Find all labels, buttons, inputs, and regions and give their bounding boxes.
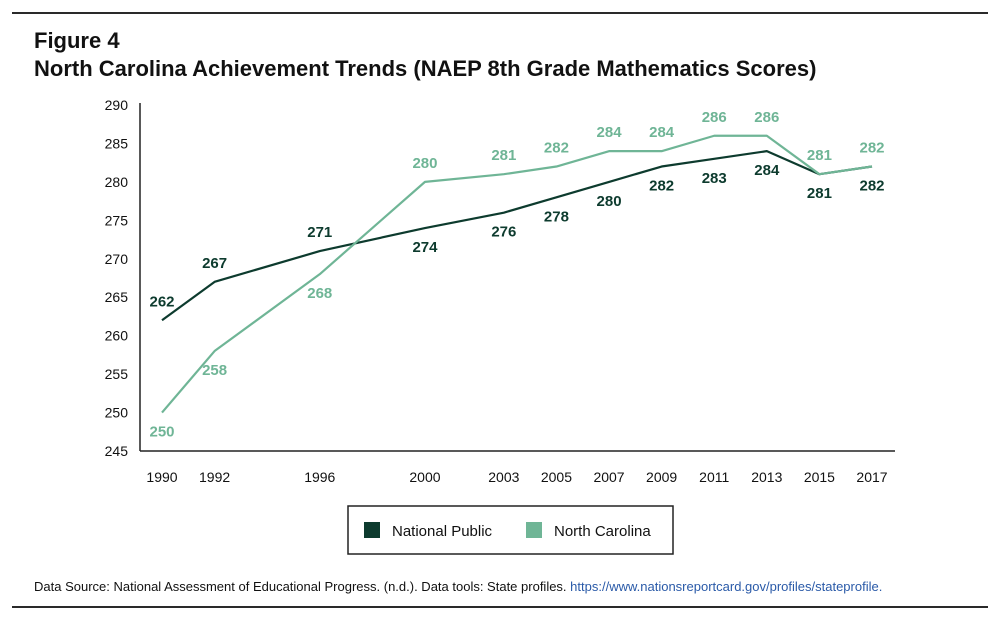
legend-box xyxy=(347,505,674,555)
data-label: 284 xyxy=(649,124,675,141)
legend-swatch xyxy=(364,522,380,538)
y-axis: 245 250 255 260 265 270 275 280 285 290 xyxy=(105,97,141,459)
data-label: 284 xyxy=(597,124,623,141)
data-label: 278 xyxy=(544,208,569,225)
x-tick-label: 1996 xyxy=(304,469,335,485)
data-label: 281 xyxy=(807,185,832,202)
x-tick-label: 2000 xyxy=(409,469,440,485)
x-tick-label: 2015 xyxy=(804,469,835,485)
y-tick-label: 290 xyxy=(105,97,129,113)
source-link[interactable]: https://www.nationsreportcard.gov/profil… xyxy=(570,579,883,594)
y-tick-label: 245 xyxy=(105,443,129,459)
y-tick-label: 270 xyxy=(105,251,129,267)
legend-label: North Carolina xyxy=(554,523,651,540)
data-label: 284 xyxy=(754,162,780,179)
data-label: 268 xyxy=(307,285,332,302)
data-label: 271 xyxy=(307,224,332,241)
data-label: 282 xyxy=(859,178,884,195)
data-label: 282 xyxy=(859,140,884,157)
x-tick-label: 2003 xyxy=(488,469,519,485)
x-tick-label: 2011 xyxy=(699,469,729,485)
data-label: 276 xyxy=(491,224,516,241)
x-tick-label: 1990 xyxy=(146,469,177,485)
y-tick-label: 250 xyxy=(105,405,129,421)
x-tick-label: 2009 xyxy=(646,469,677,485)
series-line-national-public xyxy=(161,150,873,322)
data-label: 280 xyxy=(412,155,437,172)
y-tick-label: 280 xyxy=(105,174,129,190)
y-tick-label: 260 xyxy=(105,328,129,344)
x-axis: 1990 1992 1996 2000 2003 2005 2007 2009 2011 2013… xyxy=(140,450,895,485)
data-label: 280 xyxy=(597,193,622,210)
series-line-north-carolina xyxy=(161,134,873,414)
x-tick-label: 1992 xyxy=(199,469,230,485)
y-tick-label: 285 xyxy=(105,135,129,151)
legend-swatch xyxy=(526,522,542,538)
data-label: 281 xyxy=(491,147,516,164)
x-tick-label: 2017 xyxy=(856,469,887,485)
data-label: 258 xyxy=(202,362,227,379)
data-label: 262 xyxy=(149,293,174,310)
data-label: 267 xyxy=(202,255,227,272)
figure-title: North Carolina Achievement Trends (NAEP … xyxy=(34,56,817,81)
y-tick-label: 275 xyxy=(105,212,129,228)
data-source-note: Data Source: National Assessment of Educ… xyxy=(34,579,882,594)
series-lines xyxy=(161,134,873,414)
data-label: 283 xyxy=(702,170,727,187)
source-text: Data Source: National Assessment of Educ… xyxy=(34,579,567,594)
data-labels: 262 267 271 274 276 278 280 282 283 284 281 282 250 2… xyxy=(149,109,884,441)
top-rule xyxy=(12,12,988,14)
figure-label: Figure 4 xyxy=(34,28,120,53)
data-label: 286 xyxy=(702,109,727,126)
data-label: 250 xyxy=(149,424,174,441)
data-label: 282 xyxy=(649,178,674,195)
data-label: 274 xyxy=(412,239,438,256)
x-tick-label: 2013 xyxy=(751,469,782,485)
data-label: 281 xyxy=(807,147,832,164)
legend: National Public North Carolina xyxy=(347,505,674,555)
bottom-rule xyxy=(12,606,988,608)
data-label: 282 xyxy=(544,140,569,157)
x-tick-label: 2005 xyxy=(541,469,572,485)
legend-label: National Public xyxy=(392,523,493,540)
y-tick-label: 265 xyxy=(105,289,129,305)
x-tick-label: 2007 xyxy=(593,469,624,485)
data-label: 286 xyxy=(754,109,779,126)
y-tick-label: 255 xyxy=(105,366,129,382)
